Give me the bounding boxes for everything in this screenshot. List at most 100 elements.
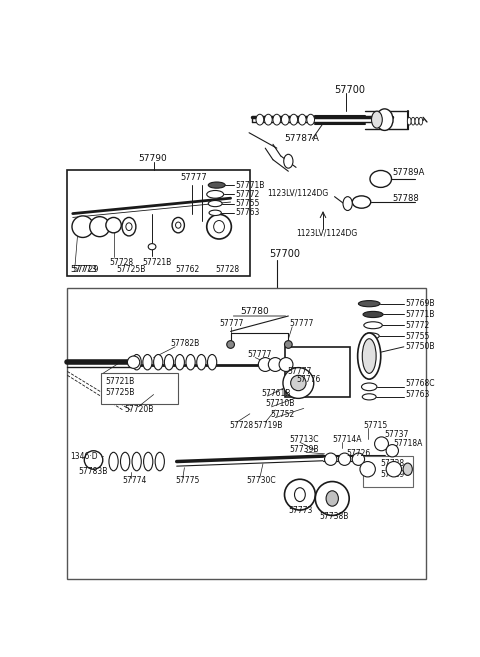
Circle shape [360, 461, 375, 477]
Ellipse shape [175, 355, 184, 370]
Text: 57777: 57777 [288, 367, 312, 376]
Ellipse shape [176, 222, 181, 228]
Circle shape [283, 367, 314, 398]
Text: 57777: 57777 [180, 173, 207, 182]
Ellipse shape [352, 196, 371, 208]
Text: 57718A: 57718A [394, 439, 423, 447]
Ellipse shape [155, 452, 164, 471]
Text: 57771B: 57771B [406, 310, 435, 319]
Ellipse shape [164, 355, 174, 370]
Ellipse shape [362, 394, 376, 400]
Text: 57720B: 57720B [124, 405, 154, 415]
Ellipse shape [411, 118, 415, 125]
Ellipse shape [299, 114, 306, 125]
Circle shape [386, 445, 398, 457]
Ellipse shape [363, 311, 383, 317]
Ellipse shape [370, 170, 392, 187]
Ellipse shape [144, 452, 153, 471]
Ellipse shape [209, 210, 221, 215]
Text: 57783B: 57783B [78, 467, 108, 476]
Ellipse shape [326, 491, 338, 506]
Circle shape [127, 356, 140, 369]
Circle shape [279, 357, 293, 371]
Text: 57728: 57728 [215, 265, 240, 275]
Text: 57728: 57728 [229, 421, 253, 430]
Ellipse shape [362, 339, 376, 373]
Text: 57726: 57726 [346, 449, 371, 457]
Text: 57713C: 57713C [289, 435, 319, 443]
Bar [101, 373, 178, 404]
Bar [285, 347, 350, 397]
Text: 57790: 57790 [138, 154, 167, 163]
Ellipse shape [372, 111, 382, 128]
Circle shape [207, 214, 231, 239]
Text: 57755: 57755 [235, 199, 260, 208]
Ellipse shape [126, 223, 132, 231]
Text: 57728: 57728 [109, 258, 133, 267]
Circle shape [227, 340, 234, 348]
Ellipse shape [415, 118, 419, 125]
Circle shape [285, 340, 292, 348]
Text: 57755: 57755 [406, 332, 430, 340]
Ellipse shape [122, 217, 136, 236]
Text: 57782B: 57782B [170, 339, 200, 348]
Text: 57761B: 57761B [262, 388, 291, 397]
Ellipse shape [109, 452, 118, 471]
Ellipse shape [186, 355, 195, 370]
Ellipse shape [281, 114, 289, 125]
Text: 57775: 57775 [175, 476, 200, 486]
Ellipse shape [364, 322, 382, 328]
Circle shape [72, 216, 94, 237]
Bar [363, 456, 413, 487]
Circle shape [258, 357, 272, 371]
Ellipse shape [376, 109, 393, 131]
Text: 57768C: 57768C [406, 379, 435, 388]
Bar [67, 170, 250, 276]
Ellipse shape [207, 191, 224, 198]
Circle shape [268, 357, 282, 371]
Text: 57738B: 57738B [319, 512, 348, 521]
Text: 57763: 57763 [235, 208, 260, 217]
Text: 57772: 57772 [235, 190, 260, 199]
Text: 57780: 57780 [240, 307, 269, 316]
Text: 57769B: 57769B [406, 299, 435, 308]
Circle shape [324, 453, 337, 465]
Text: 1123LV/1124DG: 1123LV/1124DG [267, 189, 328, 197]
Ellipse shape [358, 333, 381, 379]
Circle shape [352, 453, 365, 465]
Ellipse shape [284, 154, 293, 168]
Text: 57750B: 57750B [406, 342, 435, 351]
Text: 57776: 57776 [296, 374, 321, 384]
Ellipse shape [143, 355, 152, 370]
Ellipse shape [172, 217, 184, 233]
Text: 57752: 57752 [271, 410, 295, 419]
Text: 57737: 57737 [384, 430, 409, 439]
Text: 57721B: 57721B [143, 258, 172, 267]
Ellipse shape [256, 114, 264, 125]
Ellipse shape [408, 118, 411, 125]
Text: 57763: 57763 [406, 390, 430, 399]
Ellipse shape [148, 244, 156, 250]
Ellipse shape [120, 452, 130, 471]
Text: 57789A: 57789A [392, 168, 425, 177]
Text: 1346·D: 1346·D [71, 451, 98, 461]
Text: 57728: 57728 [381, 459, 405, 468]
Text: 57771B: 57771B [235, 181, 264, 190]
Text: 57787A: 57787A [285, 135, 319, 143]
Ellipse shape [208, 182, 225, 188]
Ellipse shape [273, 114, 281, 125]
Text: 57719B: 57719B [254, 421, 283, 430]
Ellipse shape [207, 355, 217, 370]
Bar [67, 288, 426, 579]
Circle shape [90, 217, 110, 237]
Text: 57777: 57777 [248, 350, 272, 359]
Text: 57772: 57772 [406, 321, 430, 330]
Ellipse shape [361, 383, 377, 391]
Circle shape [374, 437, 388, 451]
Text: 57729: 57729 [72, 265, 98, 275]
Text: 57739B: 57739B [289, 445, 319, 455]
Ellipse shape [403, 463, 412, 476]
Ellipse shape [295, 487, 305, 501]
Text: 57725B: 57725B [117, 265, 146, 275]
Text: 57762: 57762 [175, 265, 199, 275]
